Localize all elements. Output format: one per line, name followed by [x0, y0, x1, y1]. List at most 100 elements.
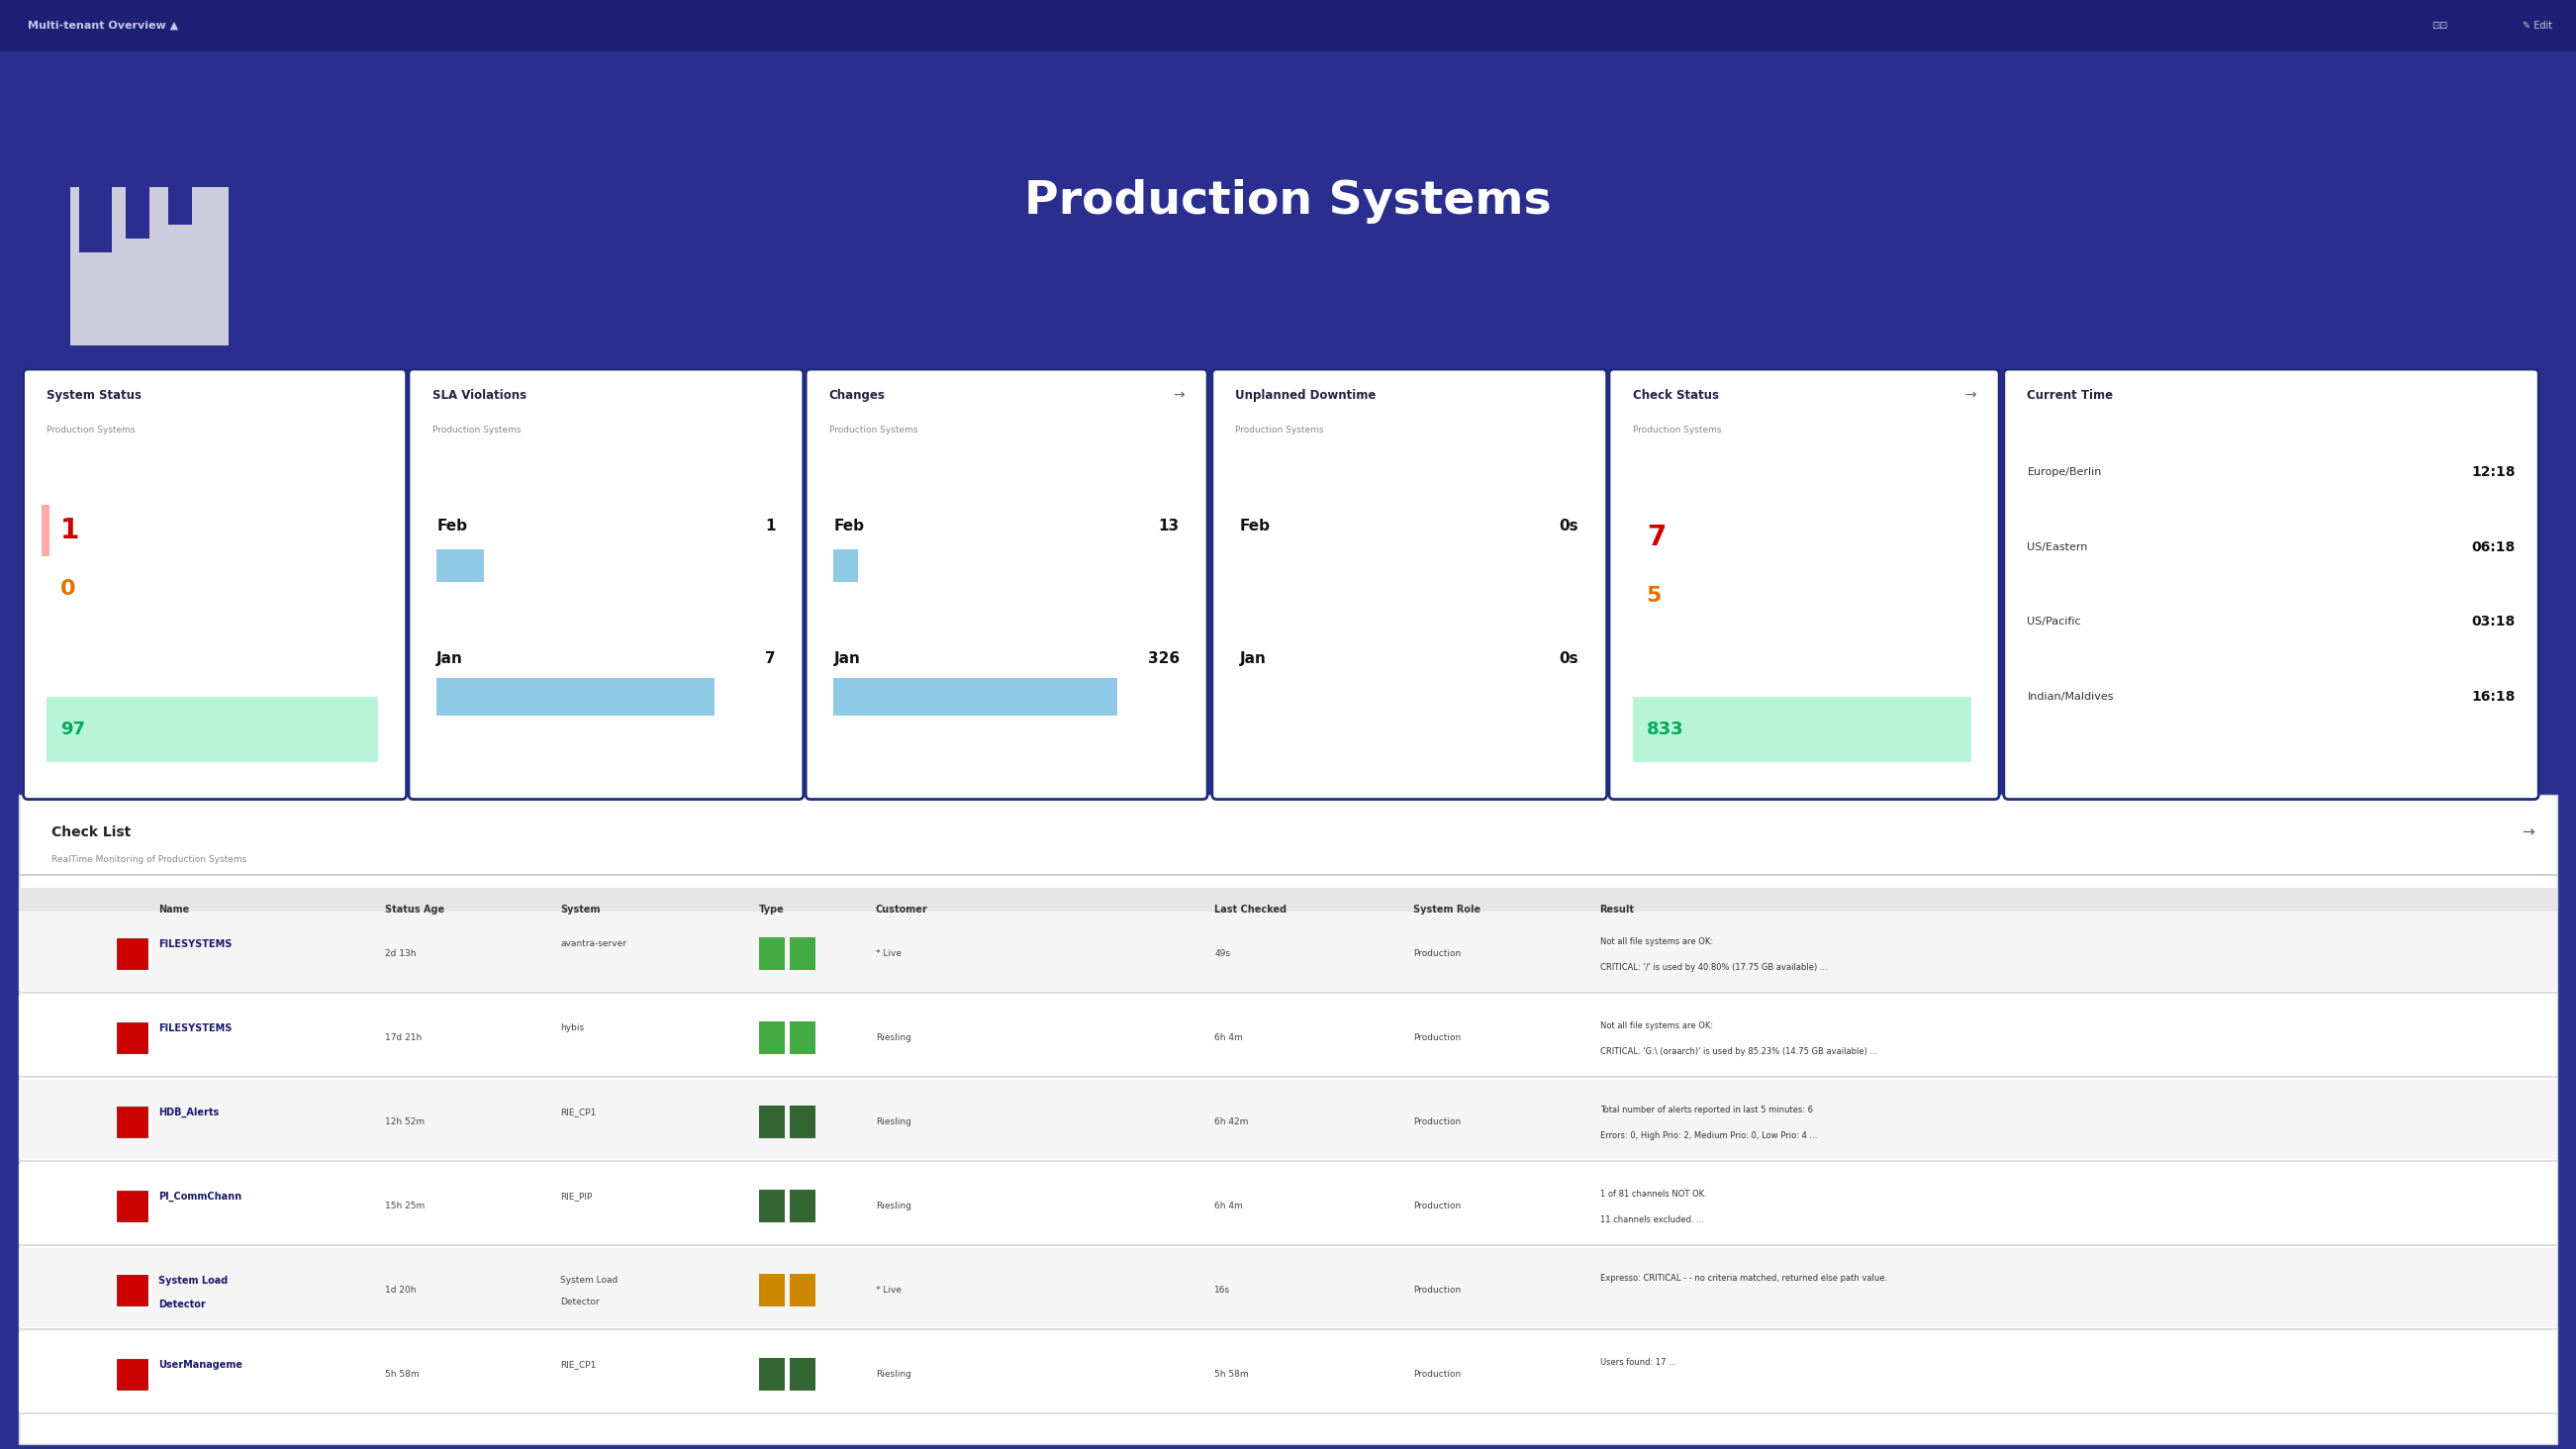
Text: SLA Violations: SLA Violations	[433, 388, 526, 401]
Text: Multi-tenant Overview ▲: Multi-tenant Overview ▲	[28, 20, 178, 30]
FancyBboxPatch shape	[806, 369, 1208, 800]
Bar	[18, 1248, 2558, 1327]
Text: Status Age: Status Age	[386, 904, 446, 914]
Text: RIE_CP1: RIE_CP1	[562, 1361, 598, 1369]
Text: Detector: Detector	[160, 1300, 206, 1308]
Bar	[18, 888, 2558, 930]
Text: FILESYSTEMS: FILESYSTEMS	[160, 1023, 232, 1033]
Text: UserManageme: UserManageme	[160, 1361, 242, 1369]
Text: →: →	[1172, 388, 1185, 401]
Text: 5: 5	[1646, 585, 1662, 606]
Text: Riesling: Riesling	[876, 1201, 912, 1210]
Text: 7: 7	[765, 652, 775, 667]
Bar	[116, 1359, 147, 1390]
Text: RIE_CP1: RIE_CP1	[562, 1108, 598, 1117]
Text: System Load: System Load	[160, 1275, 229, 1285]
Text: 11 channels excluded. ...: 11 channels excluded. ...	[1600, 1216, 1703, 1224]
Text: Type: Type	[760, 904, 786, 914]
Text: Jan: Jan	[438, 652, 464, 667]
Bar	[788, 938, 814, 969]
Bar	[116, 1107, 147, 1137]
Text: 833: 833	[1646, 720, 1685, 738]
Text: US/Pacific: US/Pacific	[2027, 617, 2081, 626]
Text: Total number of alerts reported in last 5 minutes: 6: Total number of alerts reported in last …	[1600, 1106, 1814, 1114]
Text: Check Status: Check Status	[1633, 388, 1718, 401]
Bar	[70, 187, 229, 346]
Text: Production: Production	[1414, 1117, 1461, 1126]
Bar	[126, 187, 149, 239]
Text: Riesling: Riesling	[876, 1117, 912, 1126]
Bar	[1633, 697, 1971, 762]
Text: Unplanned Downtime: Unplanned Downtime	[1236, 388, 1376, 401]
Text: 0s: 0s	[1558, 519, 1579, 533]
Bar	[18, 1080, 2558, 1159]
Text: Errors: 0, High Prio: 2, Medium Prio: 0, Low Prio: 4 ...: Errors: 0, High Prio: 2, Medium Prio: 0,…	[1600, 1132, 1816, 1140]
Text: CRITICAL: 'G:\ (oraarch)' is used by 85.23% (14.75 GB available) ...: CRITICAL: 'G:\ (oraarch)' is used by 85.…	[1600, 1048, 1878, 1056]
Text: 5h 58m: 5h 58m	[1213, 1369, 1249, 1378]
Text: Jan: Jan	[1239, 652, 1267, 667]
Bar	[18, 794, 2558, 1445]
Text: CRITICAL: '/' is used by 40.80% (17.75 GB available) ...: CRITICAL: '/' is used by 40.80% (17.75 G…	[1600, 964, 1826, 972]
Text: Jan: Jan	[835, 652, 860, 667]
Text: 06:18: 06:18	[2470, 540, 2514, 554]
Bar	[438, 549, 484, 582]
Text: Production Systems: Production Systems	[1633, 426, 1721, 435]
Text: System Load: System Load	[562, 1277, 618, 1285]
Bar	[760, 1022, 786, 1053]
Bar	[80, 187, 113, 252]
Bar	[18, 1164, 2558, 1243]
Text: Expresso: CRITICAL - - no criteria matched, returned else path value.: Expresso: CRITICAL - - no criteria match…	[1600, 1274, 1886, 1282]
Text: Result: Result	[1600, 904, 1633, 914]
Text: Production Systems: Production Systems	[1025, 178, 1551, 223]
Bar	[18, 874, 2558, 877]
Bar	[18, 1332, 2558, 1411]
Bar	[0, 51, 2576, 374]
Text: ✎ Edit: ✎ Edit	[2522, 20, 2553, 30]
Text: 16:18: 16:18	[2470, 690, 2514, 703]
Text: Indian/Maldives: Indian/Maldives	[2027, 691, 2115, 701]
Text: HDB_Alerts: HDB_Alerts	[160, 1107, 219, 1117]
Bar	[41, 504, 49, 556]
Text: →: →	[1965, 388, 1976, 401]
Text: 1: 1	[62, 517, 80, 545]
Text: 2d 13h: 2d 13h	[386, 949, 417, 958]
Text: Europe/Berlin: Europe/Berlin	[2027, 467, 2102, 477]
Text: PI_CommChann: PI_CommChann	[160, 1191, 242, 1201]
Text: 13: 13	[1159, 519, 1180, 533]
Bar	[760, 1190, 786, 1223]
Text: 97: 97	[62, 720, 85, 738]
Bar	[788, 1022, 814, 1053]
Bar	[788, 1106, 814, 1137]
Text: 15h 25m: 15h 25m	[386, 1201, 425, 1210]
FancyBboxPatch shape	[1610, 369, 1999, 800]
Text: Feb: Feb	[438, 519, 466, 533]
Text: →: →	[2522, 824, 2535, 839]
Text: Not all file systems are OK:: Not all file systems are OK:	[1600, 1022, 1713, 1030]
Text: 0s: 0s	[1558, 652, 1579, 667]
Bar	[760, 1358, 786, 1391]
Text: * Live: * Live	[876, 949, 902, 958]
Text: System: System	[562, 904, 600, 914]
Text: ⊡⊡: ⊡⊡	[2432, 20, 2447, 30]
Bar	[760, 938, 786, 969]
Text: 6h 42m: 6h 42m	[1213, 1117, 1249, 1126]
Bar	[116, 1191, 147, 1222]
Text: Production Systems: Production Systems	[829, 426, 917, 435]
Bar	[18, 911, 2558, 991]
Text: RIE_PIP: RIE_PIP	[562, 1193, 592, 1201]
Text: Production: Production	[1414, 1369, 1461, 1378]
Text: hybis: hybis	[562, 1024, 585, 1033]
Bar	[116, 939, 147, 969]
Text: Production Systems: Production Systems	[433, 426, 520, 435]
Bar	[438, 678, 714, 716]
Bar	[116, 1023, 147, 1053]
FancyBboxPatch shape	[1213, 369, 1607, 800]
Text: System Status: System Status	[46, 388, 142, 401]
Text: 1d 20h: 1d 20h	[386, 1285, 417, 1294]
Text: 17d 21h: 17d 21h	[386, 1033, 422, 1042]
Text: 1: 1	[765, 519, 775, 533]
Text: 12h 52m: 12h 52m	[386, 1117, 425, 1126]
Bar	[18, 995, 2558, 1075]
Text: 5h 58m: 5h 58m	[386, 1369, 420, 1378]
Bar	[760, 1274, 786, 1307]
